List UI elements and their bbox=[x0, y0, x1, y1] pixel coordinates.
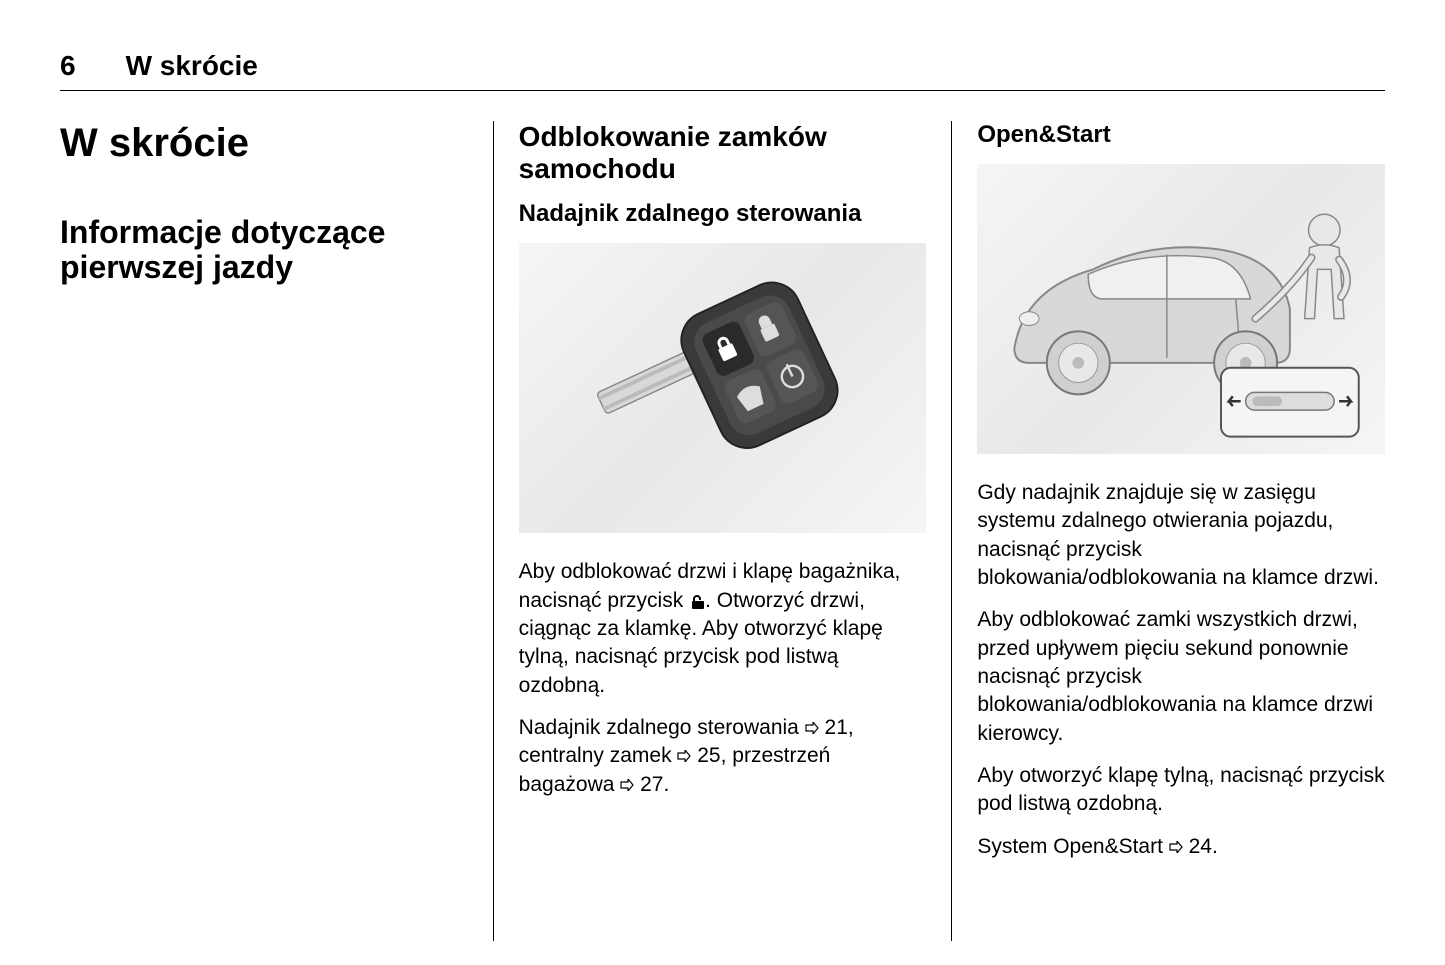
car-person-illustration bbox=[988, 171, 1375, 447]
col2-para2: Nadajnik zdalnego sterowania 21, central… bbox=[519, 714, 927, 799]
col2-heading: Odblokowanie zamków samochodu bbox=[519, 121, 927, 185]
col3-ref: 24 bbox=[1189, 835, 1212, 858]
reference-arrow-icon bbox=[620, 779, 634, 791]
col2-ref1: 21 bbox=[825, 716, 848, 739]
remote-key-illustration bbox=[559, 272, 885, 504]
reference-arrow-icon bbox=[805, 722, 819, 734]
reference-arrow-icon bbox=[677, 750, 691, 762]
reference-arrow-icon bbox=[1169, 841, 1183, 853]
remote-key-figure bbox=[519, 243, 927, 533]
col2-ref2: 25 bbox=[697, 744, 720, 767]
col3-para4-a: System Open&Start bbox=[977, 835, 1168, 858]
column-2: Odblokowanie zamków samochodu Nadajnik z… bbox=[493, 121, 952, 941]
column-1: W skrócie Informacje dotyczące pierwszej… bbox=[60, 121, 493, 941]
col3-para1: Gdy nadajnik znajduje się w zasięgu syst… bbox=[977, 479, 1385, 592]
unlock-icon bbox=[689, 592, 705, 610]
page-number: 6 bbox=[60, 50, 76, 82]
column-3: Open&Start bbox=[951, 121, 1385, 941]
col3-para4: System Open&Start 24. bbox=[977, 833, 1385, 861]
col3-para4-b: . bbox=[1212, 835, 1218, 858]
section-title: Informacje dotyczące pierwszej jazdy bbox=[60, 215, 468, 285]
col3-para2: Aby odblokować zamki wszystkich drzwi, p… bbox=[977, 606, 1385, 748]
col3-para3: Aby otworzyć klapę tylną, nacisnąć przyc… bbox=[977, 762, 1385, 819]
col3-heading: Open&Start bbox=[977, 121, 1385, 149]
col2-subheading: Nadajnik zdalnego sterowania bbox=[519, 200, 927, 228]
content-columns: W skrócie Informacje dotyczące pierwszej… bbox=[60, 121, 1385, 941]
open-start-figure bbox=[977, 164, 1385, 454]
col2-para2-d: . bbox=[663, 773, 669, 796]
col2-ref3: 27 bbox=[640, 773, 663, 796]
col2-para1: Aby odblokować drzwi i klapę bagażnika, … bbox=[519, 558, 927, 700]
page-header: 6 W skrócie bbox=[60, 50, 1385, 91]
col2-para2-a: Nadajnik zdalnego sterowania bbox=[519, 716, 805, 739]
running-title: W skrócie bbox=[126, 50, 258, 82]
chapter-title: W skrócie bbox=[60, 121, 468, 165]
